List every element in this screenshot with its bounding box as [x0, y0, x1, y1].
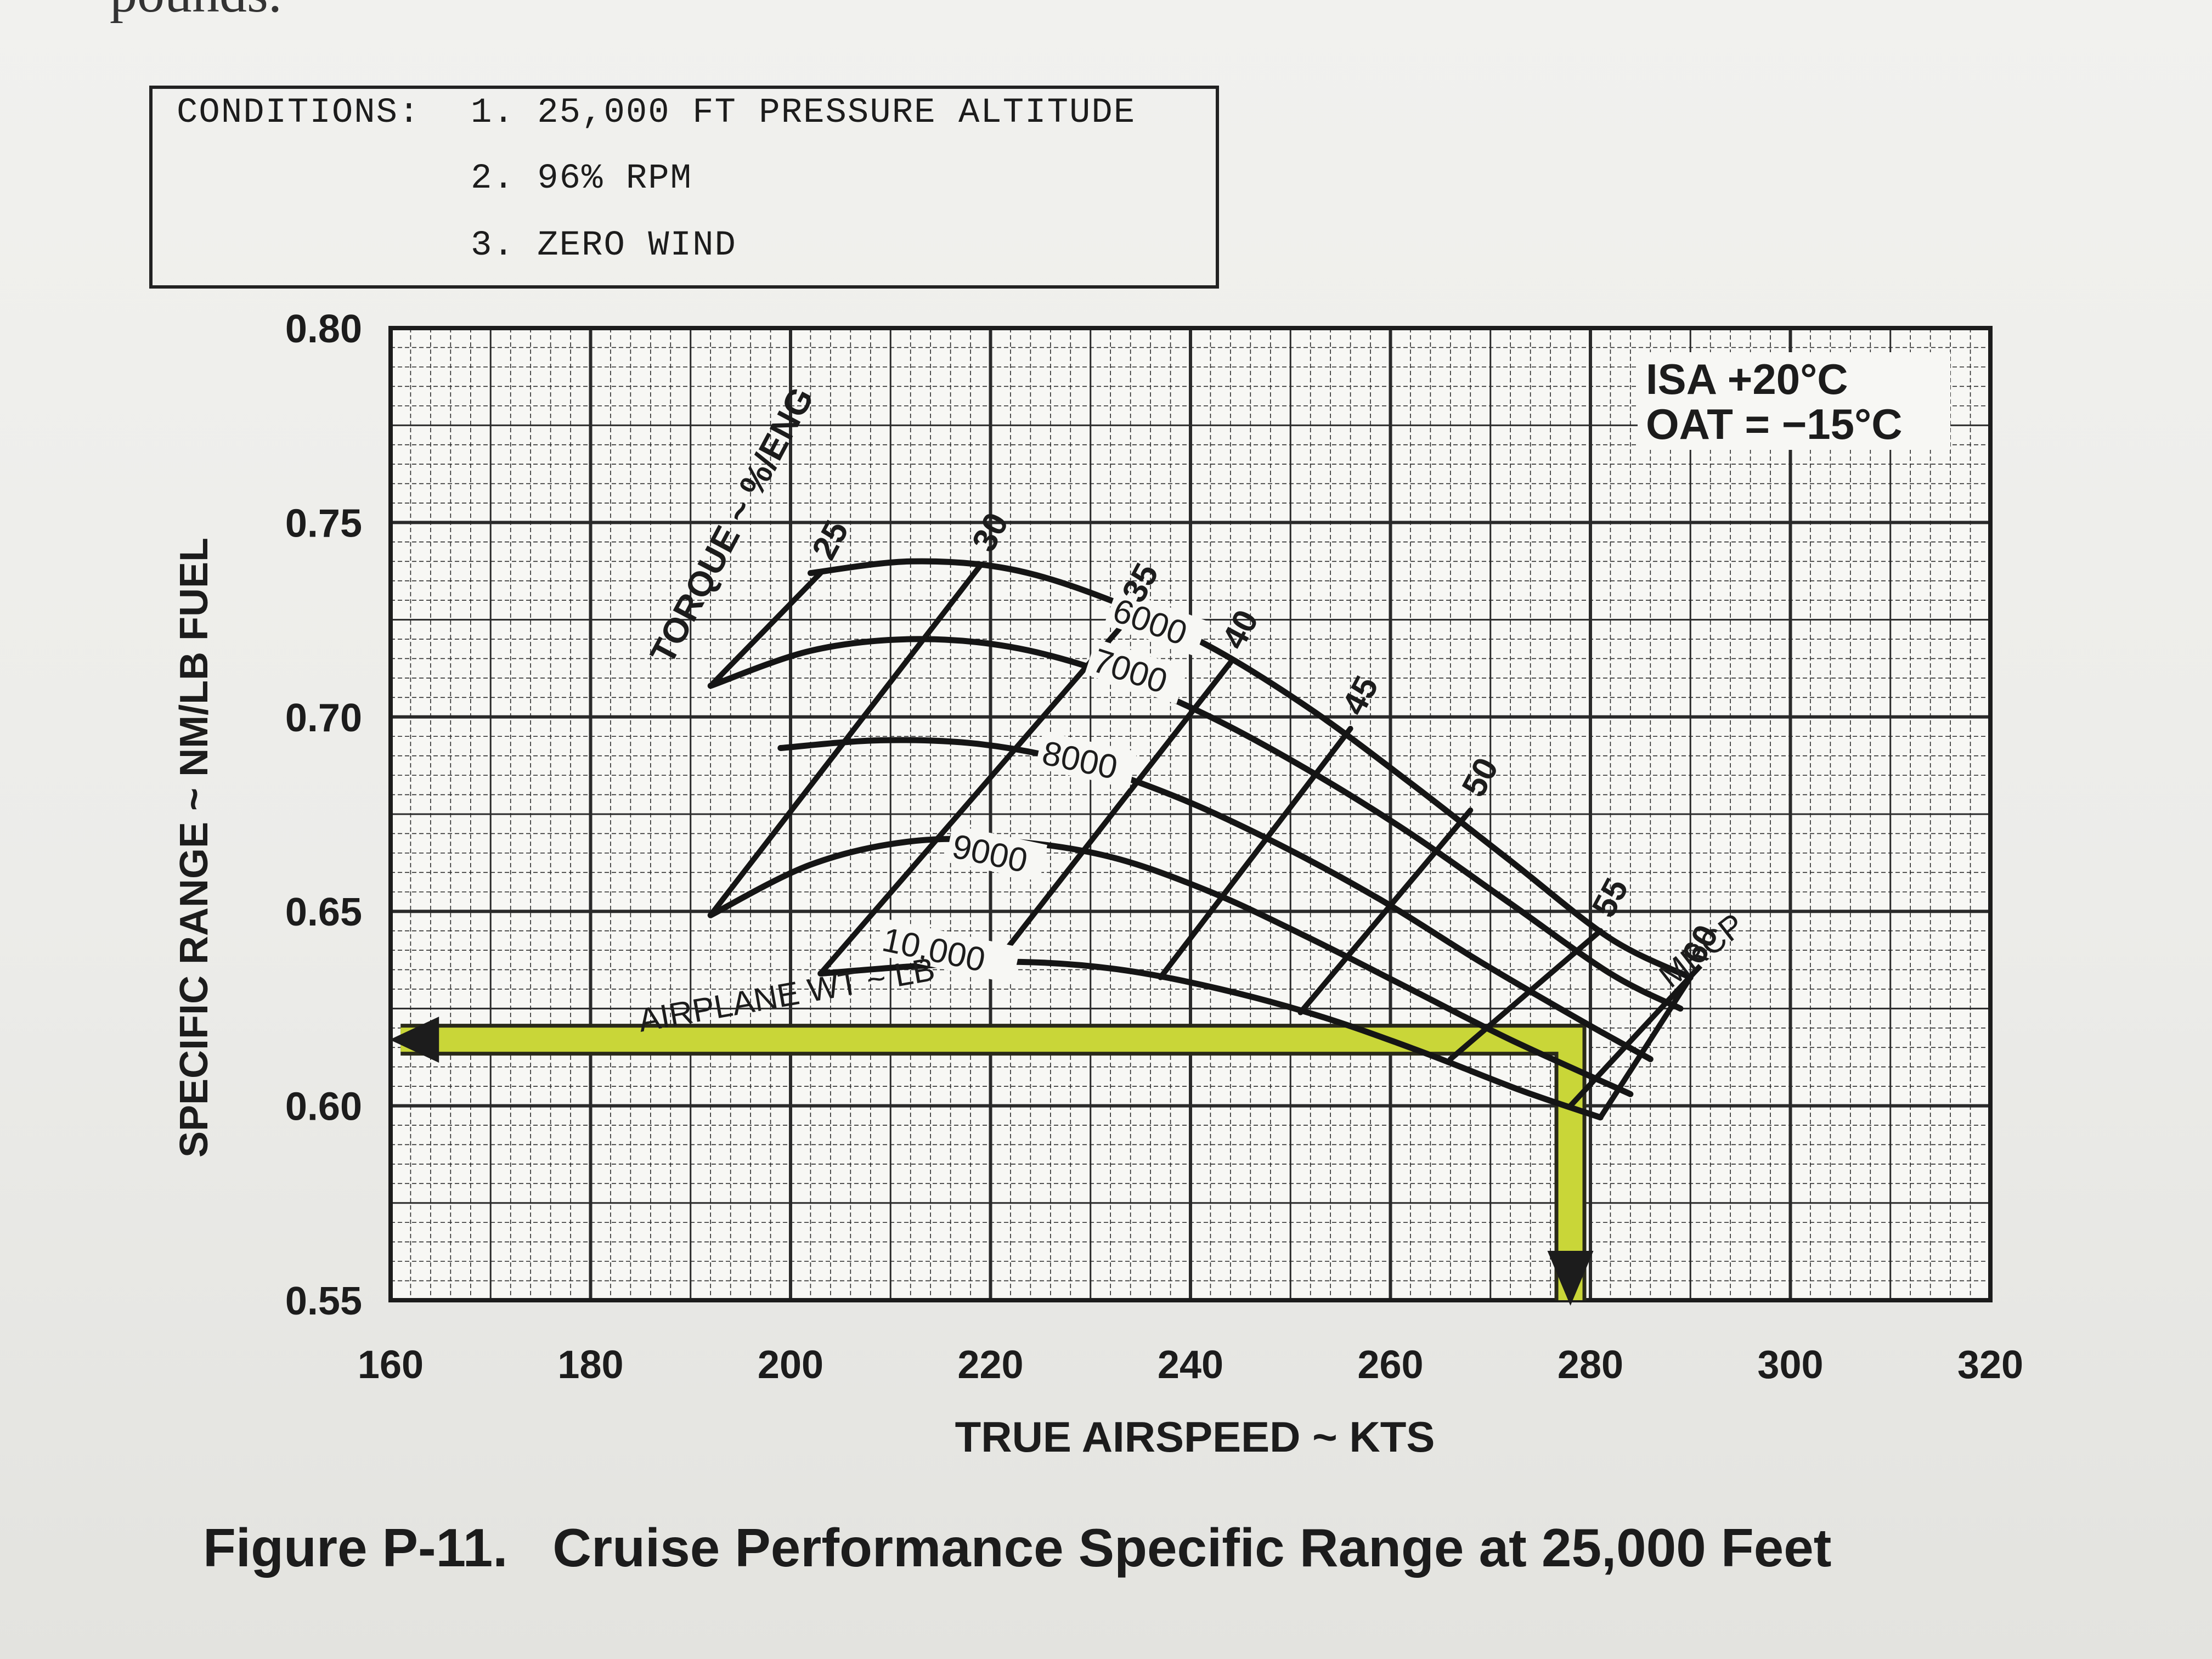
y-tick-label: 0.70 — [285, 696, 362, 740]
torque-line-55 — [1447, 928, 1604, 1062]
condition-item: 3. ZERO WIND — [471, 226, 737, 266]
weight-label-bg — [875, 918, 1020, 984]
x-tick-label: 220 — [957, 1343, 1023, 1387]
atmosphere-isa: ISA +20°C — [1646, 355, 1848, 403]
conditions-heading: CONDITIONS: — [177, 93, 421, 133]
torque-line-60 — [1598, 974, 1694, 1120]
y-tick-label: 0.65 — [285, 890, 362, 934]
x-tick-label: 280 — [1558, 1343, 1623, 1387]
grid — [389, 326, 1992, 1302]
plot-frame — [388, 326, 1993, 1302]
torque-line-45 — [1158, 726, 1353, 980]
torque-line-25 — [708, 570, 823, 689]
torque-line-35 — [817, 613, 1133, 977]
x-tick-label: 180 — [557, 1343, 623, 1387]
x-tick-label: 260 — [1357, 1343, 1423, 1387]
y-axis-label: SPECIFIC RANGE ~ NM/LB FUEL — [172, 538, 216, 1158]
x-tick-label: 200 — [758, 1343, 823, 1387]
y-tick-label: 0.60 — [285, 1085, 362, 1129]
weight-curve-8000 — [777, 737, 1654, 1063]
x-tick-label: 300 — [1757, 1343, 1823, 1387]
weight-curve-9000 — [707, 836, 1634, 1097]
cut-off-text: pounds. — [110, 0, 282, 25]
condition-item: 1. 25,000 FT PRESSURE ALTITUDE — [471, 93, 1136, 133]
conditions-box: CONDITIONS: 1. 25,000 FT PRESSURE ALTITU… — [149, 86, 1219, 289]
weight-label-bg — [1104, 588, 1208, 657]
weight-curve-7000 — [707, 636, 1684, 1012]
example-arrow-down — [1547, 1251, 1594, 1306]
atmosphere-oat: OAT = −15°C — [1646, 400, 1903, 448]
x-axis-label: TRUE AIRSPEED ~ KTS — [955, 1413, 1435, 1461]
atmosphere-label-bg — [1638, 352, 1950, 450]
example-arrow-left — [390, 1017, 439, 1063]
y-tick-label: 0.80 — [285, 307, 362, 351]
x-tick-label: 240 — [1158, 1343, 1223, 1387]
figure-caption: Figure P-11. Cruise Performance Specific… — [203, 1517, 1832, 1578]
torque-line-30 — [708, 562, 984, 918]
weight-curve-6000 — [807, 558, 1694, 981]
torque-line-50 — [1297, 807, 1474, 1015]
x-tick-label: 160 — [358, 1343, 424, 1387]
condition-item: 2. 96% RPM — [471, 159, 693, 199]
example-path — [400, 1028, 1583, 1300]
y-tick-label: 0.55 — [285, 1279, 362, 1323]
x-tick-label: 320 — [1957, 1343, 2023, 1387]
weight-label-bg — [1085, 639, 1188, 704]
mrcp-line — [1568, 964, 1703, 1108]
weight-label-bg — [1035, 731, 1138, 788]
y-tick-label: 0.75 — [285, 501, 362, 545]
torque-line-40 — [988, 659, 1233, 973]
weight-label-bg — [945, 825, 1047, 882]
